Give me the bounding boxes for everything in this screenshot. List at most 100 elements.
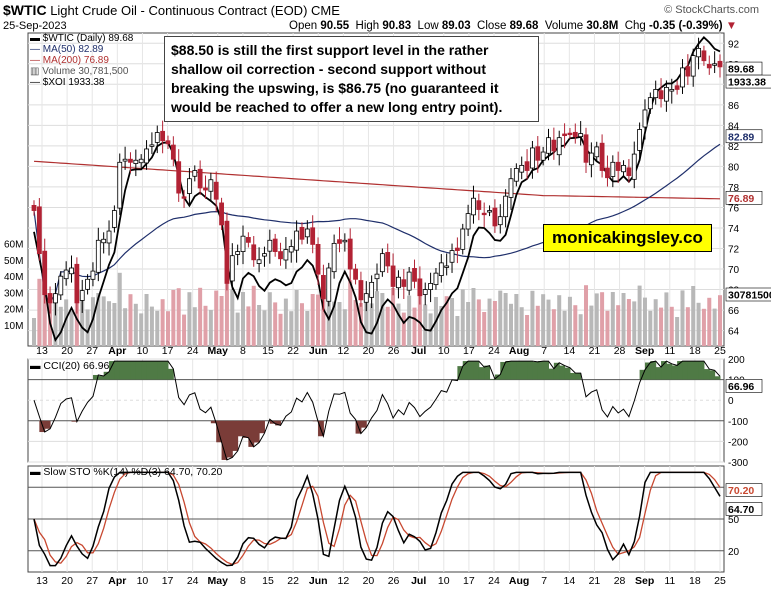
candle-body: [562, 133, 567, 137]
candle-body: [471, 197, 476, 216]
candle-body: [53, 293, 58, 304]
candle-body: [208, 179, 214, 192]
candle-body: [245, 237, 251, 243]
volume-bar: [589, 305, 594, 346]
volume-bar: [283, 298, 288, 346]
candle-body: [385, 252, 391, 267]
sto-y-tick: 50: [728, 515, 740, 526]
volume-bar: [584, 285, 589, 346]
candle-body: [449, 250, 455, 263]
candle-body: [519, 164, 525, 173]
volume-bar: [305, 311, 310, 346]
candle-body: [42, 250, 48, 296]
cci-fill-positive: [655, 367, 662, 380]
cci-fill-positive: [473, 361, 480, 380]
volume-bar: [348, 280, 353, 346]
x-tick-label: 10: [438, 575, 450, 587]
x-tick-label: 24: [488, 345, 500, 357]
price-y-tick: 74: [728, 224, 740, 235]
candle-body: [101, 238, 107, 244]
volume-bar: [508, 303, 513, 346]
x-tick-label: 17: [463, 345, 475, 357]
volume-bar: [160, 299, 165, 346]
volume-bar: [267, 292, 272, 346]
chart-date: 25-Sep-2023: [3, 20, 67, 32]
candle-body: [213, 181, 219, 200]
cci-fill-positive: [537, 361, 544, 380]
volume-bar: [691, 286, 696, 346]
volume-bar: [80, 299, 85, 346]
candle-body: [690, 55, 696, 77]
volume-label: Volume: [544, 20, 584, 32]
candle-body: [144, 148, 149, 164]
x-tick-label: 17: [162, 575, 174, 587]
x-tick-label: May: [208, 575, 229, 587]
volume-bar: [476, 299, 481, 346]
cci-fill-positive: [119, 361, 126, 380]
cci-fill-positive: [478, 367, 485, 380]
volume-bar: [353, 300, 358, 346]
volume-bar: [412, 307, 417, 346]
candle-body: [674, 85, 680, 90]
candle-body: [379, 253, 385, 273]
x-tick-label: 21: [589, 345, 601, 357]
candle-body: [390, 265, 396, 287]
candle-body: [653, 89, 659, 99]
candle-body: [546, 137, 551, 154]
last-volume-label: 30781500: [728, 290, 771, 302]
sto-legend: ▬ Slow STO %K(14) %D(3) 64.70, 70.20: [30, 466, 223, 478]
candle-body: [299, 226, 305, 240]
cci-fill-negative: [232, 420, 239, 451]
cci-fill-positive: [462, 361, 469, 380]
volume-bar: [123, 308, 128, 346]
volume-bar: [42, 289, 47, 346]
legend: ▬ $WTIC (Daily) 89.68 — MA(50) 82.89 — M…: [30, 33, 133, 88]
candle-body: [605, 167, 610, 179]
candle-body: [187, 178, 192, 194]
x-tick-label: Jun: [309, 575, 328, 587]
volume-bar: [246, 306, 251, 346]
volume-bar: [107, 301, 112, 346]
candle-body: [465, 213, 471, 230]
volume-bar: [444, 296, 449, 346]
legend-price: ▬ $WTIC (Daily) 89.68: [30, 33, 134, 44]
x-tick-label: 20: [61, 345, 73, 357]
volume-bar: [718, 295, 722, 346]
x-tick-label: Apr: [108, 345, 126, 357]
cci-y-tick: -100: [728, 417, 748, 428]
ma200-path: [33, 160, 721, 200]
cci-fill-negative: [253, 420, 260, 443]
x-tick-label: 10: [137, 575, 149, 587]
volume-bar: [192, 307, 197, 346]
candle-body: [133, 159, 139, 164]
high-value: 90.83: [382, 20, 412, 32]
candle-body: [476, 200, 482, 210]
cci-fill-positive: [714, 376, 721, 380]
last-sto-k-label: 70.20: [728, 485, 754, 497]
cci-fill-positive: [703, 369, 710, 380]
x-tick-label: 10: [438, 345, 450, 357]
cci-fill-positive: [157, 361, 164, 380]
x-tick-label: 20: [61, 575, 73, 587]
ma50-path: [33, 143, 721, 305]
candle-body: [181, 196, 187, 199]
price-y-tick: 70: [728, 265, 740, 276]
x-tick-label: 20: [363, 575, 375, 587]
x-tick-label: 24: [187, 575, 199, 587]
cci-fill-positive: [521, 361, 528, 380]
volume-bar: [567, 296, 572, 346]
last-xoi-label-box: [725, 74, 771, 89]
legend-ma200: — MA(200) 76.89: [30, 55, 109, 66]
last-price-label: 89.68: [728, 64, 754, 76]
stockcharts-credit: © StockCharts.com: [664, 4, 759, 16]
cci-fill-positive: [650, 361, 657, 380]
cci-fill-positive: [709, 370, 716, 380]
candle-body: [294, 230, 300, 251]
cci-fill-positive: [564, 367, 571, 380]
volume-y-tick: 30M: [4, 288, 23, 299]
cci-y-tick: -300: [728, 458, 748, 469]
volume-bar: [257, 305, 262, 346]
cci-fill-positive: [666, 363, 673, 380]
candle-body: [358, 280, 364, 301]
